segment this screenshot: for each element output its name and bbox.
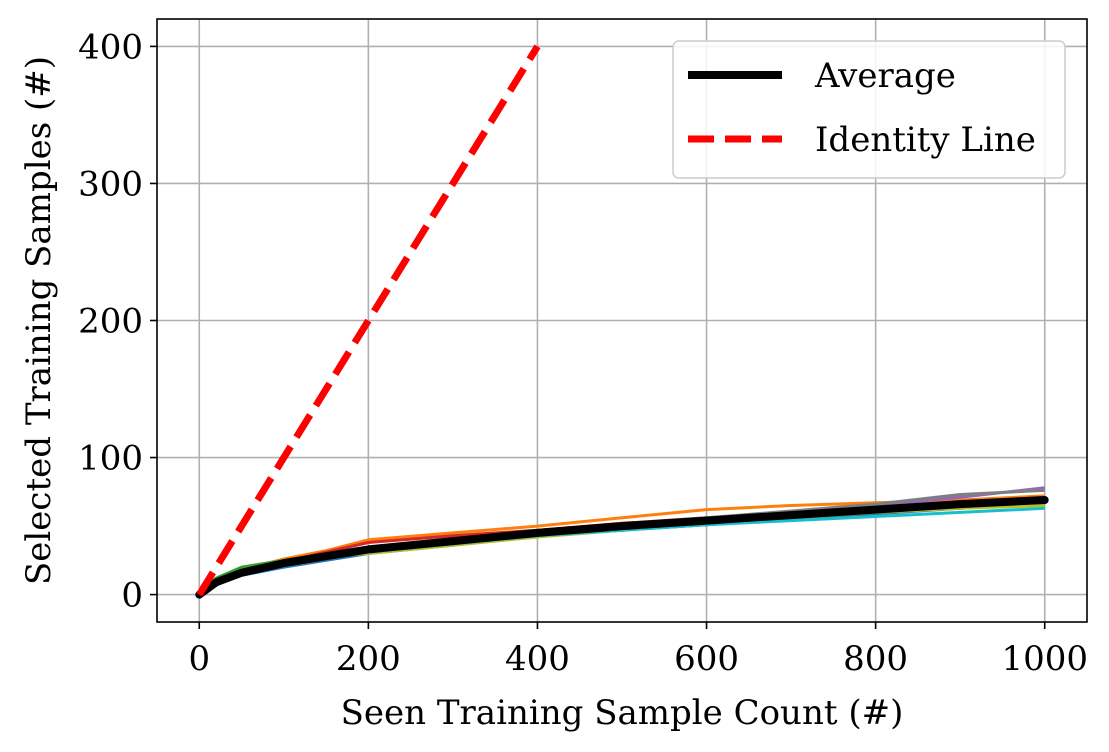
legend-label-identity-line: Identity Line	[815, 120, 1036, 160]
y-axis-ticks: 0 100 200 300 400	[78, 27, 157, 615]
y-tick-label-0: 0	[121, 576, 143, 616]
legend-label-average: Average	[814, 56, 956, 96]
legend: Average Identity Line	[673, 41, 1065, 178]
y-tick-label-200: 200	[78, 302, 143, 342]
x-tick-label-200: 200	[336, 639, 401, 679]
y-tick-label-300: 300	[78, 164, 143, 204]
y-tick-label-100: 100	[78, 439, 143, 479]
x-tick-label-1000: 1000	[1001, 639, 1088, 679]
x-tick-label-600: 600	[674, 639, 739, 679]
x-tick-label-0: 0	[188, 639, 210, 679]
y-axis-title: Selected Training Samples (#)	[19, 56, 59, 585]
x-axis-title: Seen Training Sample Count (#)	[341, 693, 904, 733]
y-tick-label-400: 400	[78, 27, 143, 67]
x-tick-label-400: 400	[505, 639, 570, 679]
x-tick-label-800: 800	[843, 639, 908, 679]
x-axis-ticks: 0 200 400 600 800 1000	[188, 622, 1088, 679]
